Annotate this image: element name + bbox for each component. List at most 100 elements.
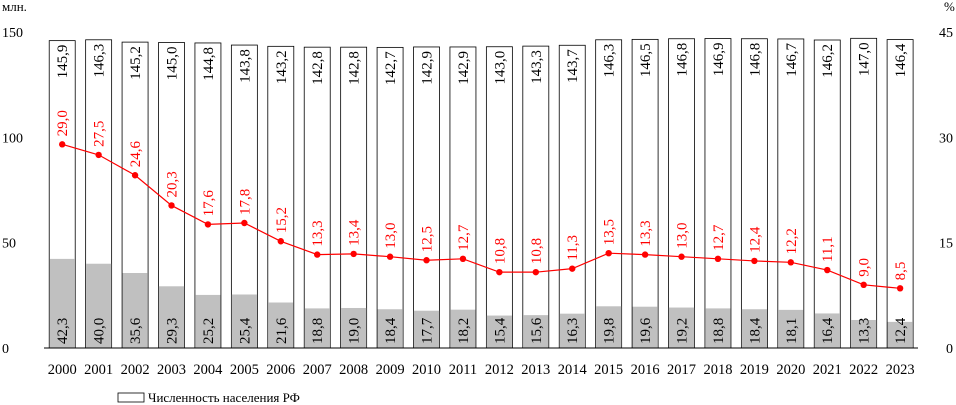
poverty-rate-point <box>569 265 576 272</box>
poverty-population-value-label: 19,8 <box>602 318 618 344</box>
poverty-population-bar <box>741 309 767 348</box>
poverty-population-bar <box>268 302 294 348</box>
poverty-population-value-label: 19,0 <box>347 318 363 344</box>
poverty-rate-point <box>423 257 430 264</box>
population-bar <box>340 46 368 349</box>
poverty-rate-value-label: 9,0 <box>857 258 873 277</box>
poverty-rate-value-label: 12,2 <box>784 228 800 254</box>
population-bar <box>522 45 550 349</box>
poverty-population-bar <box>559 313 585 348</box>
poverty-population-bar <box>486 315 512 348</box>
x-tick-label: 2013 <box>521 362 550 378</box>
poverty-rate-value-label: 12,5 <box>420 226 436 252</box>
poverty-rate-value-label: 11,3 <box>565 235 581 261</box>
legend-label: Численность населения РФ <box>148 390 300 405</box>
poverty-rate-value-label: 10,8 <box>492 238 508 264</box>
population-bar <box>886 39 914 349</box>
poverty-rate-point <box>386 253 394 260</box>
poverty-population-bar <box>341 307 367 348</box>
population-value-label: 147,0 <box>857 42 873 76</box>
poverty-rate-point <box>204 221 212 228</box>
left-tick-label: 100 <box>2 131 23 146</box>
x-tick-label: 2016 <box>631 362 660 378</box>
population-value-label: 146,8 <box>747 43 763 77</box>
poverty-rate-point <box>787 259 795 266</box>
left-tick-label: 150 <box>2 26 23 41</box>
poverty-rate-line <box>62 143 901 289</box>
poverty-rate-point <box>678 253 685 260</box>
poverty-rate-value-label: 20,3 <box>165 171 181 197</box>
population-value-label: 146,4 <box>893 43 909 77</box>
population-bar <box>595 39 623 349</box>
poverty-population-value-label: 29,3 <box>165 318 181 344</box>
x-tick-label: 2007 <box>303 362 332 378</box>
poverty-population-bar <box>778 309 804 348</box>
poverty-rate-point <box>131 172 139 179</box>
poverty-rate-point <box>714 255 722 263</box>
poverty-population-bar <box>851 319 877 348</box>
right-tick-label: 45 <box>939 26 953 41</box>
poverty-population-value-label: 15,4 <box>492 317 508 344</box>
population-bar <box>668 38 695 349</box>
poverty-rate-value-label: 11,1 <box>820 236 836 262</box>
population-value-label: 143,7 <box>565 49 581 83</box>
population-bar <box>303 46 331 349</box>
poverty-rate-value-label: 15,2 <box>274 207 290 233</box>
x-tick-label: 2003 <box>157 362 186 378</box>
legend-swatch <box>117 392 145 403</box>
population-value-label: 146,3 <box>92 44 108 78</box>
poverty-rate-value-label: 13,3 <box>310 220 326 246</box>
poverty-population-value-label: 21,6 <box>274 317 290 344</box>
population-value-label: 146,7 <box>784 42 800 76</box>
population-bar <box>413 46 440 349</box>
poverty-rate-value-label: 17,8 <box>237 189 253 215</box>
poverty-rate-point <box>860 281 867 288</box>
poverty-rate-point <box>459 255 467 263</box>
poverty-population-value-label: 18,2 <box>456 318 472 344</box>
population-value-label: 142,9 <box>420 51 436 85</box>
x-tick-label: 2008 <box>339 362 368 378</box>
population-value-label: 143,3 <box>529 50 545 84</box>
poverty-population-bar <box>814 313 840 348</box>
x-tick-label: 2014 <box>558 362 588 378</box>
poverty-population-value-label: 40,0 <box>92 318 108 344</box>
population-bar <box>558 44 586 349</box>
poverty-rate-point <box>605 250 612 257</box>
legend: Численность населения РФ <box>117 390 300 405</box>
poverty-population-value-label: 18,8 <box>711 318 727 344</box>
poverty-population-bar <box>231 294 257 348</box>
x-tick-label: 2011 <box>449 362 477 378</box>
poverty-rate-point <box>896 285 904 292</box>
poverty-rate-value-label: 27,5 <box>92 121 108 147</box>
poverty-rate-point <box>824 266 831 274</box>
x-tick-label: 2005 <box>230 362 259 378</box>
population-value-label: 145,2 <box>128 46 144 80</box>
x-tick-label: 2019 <box>740 362 769 378</box>
poverty-rate-value-label: 8,5 <box>893 262 909 281</box>
poverty-rate-point <box>59 141 66 148</box>
poverty-population-value-label: 18,4 <box>383 317 399 344</box>
x-tick-label: 2022 <box>849 362 878 378</box>
poverty-population-value-label: 25,2 <box>201 318 217 344</box>
population-bar <box>631 38 659 349</box>
poverty-population-bar <box>705 308 731 348</box>
poverty-rate-point <box>350 250 357 258</box>
left-tick-label: 0 <box>2 342 9 357</box>
right-axis-ticks: 0 15 30 45 <box>939 26 953 357</box>
population-bar <box>704 38 732 349</box>
poverty-population-bar <box>49 258 75 348</box>
population-bar <box>813 39 841 349</box>
x-tick-label: 2020 <box>776 362 805 378</box>
x-tick-label: 2002 <box>121 362 150 378</box>
population-bar <box>376 46 404 349</box>
poverty-population-bar <box>450 309 476 348</box>
poverty-population-value-label: 42,3 <box>55 318 71 344</box>
poverty-population-bar <box>377 309 403 348</box>
x-tick-label: 2004 <box>193 362 223 378</box>
bars-layer: 145,9 42,3 146,3 40,0 145,2 35,6 145,0 29,3 144,… <box>48 37 914 349</box>
population-value-label: 144,8 <box>201 47 217 81</box>
poverty-population-bar <box>86 263 112 348</box>
poverty-population-value-label: 18,4 <box>747 317 763 344</box>
x-tick-label: 2023 <box>886 362 915 378</box>
